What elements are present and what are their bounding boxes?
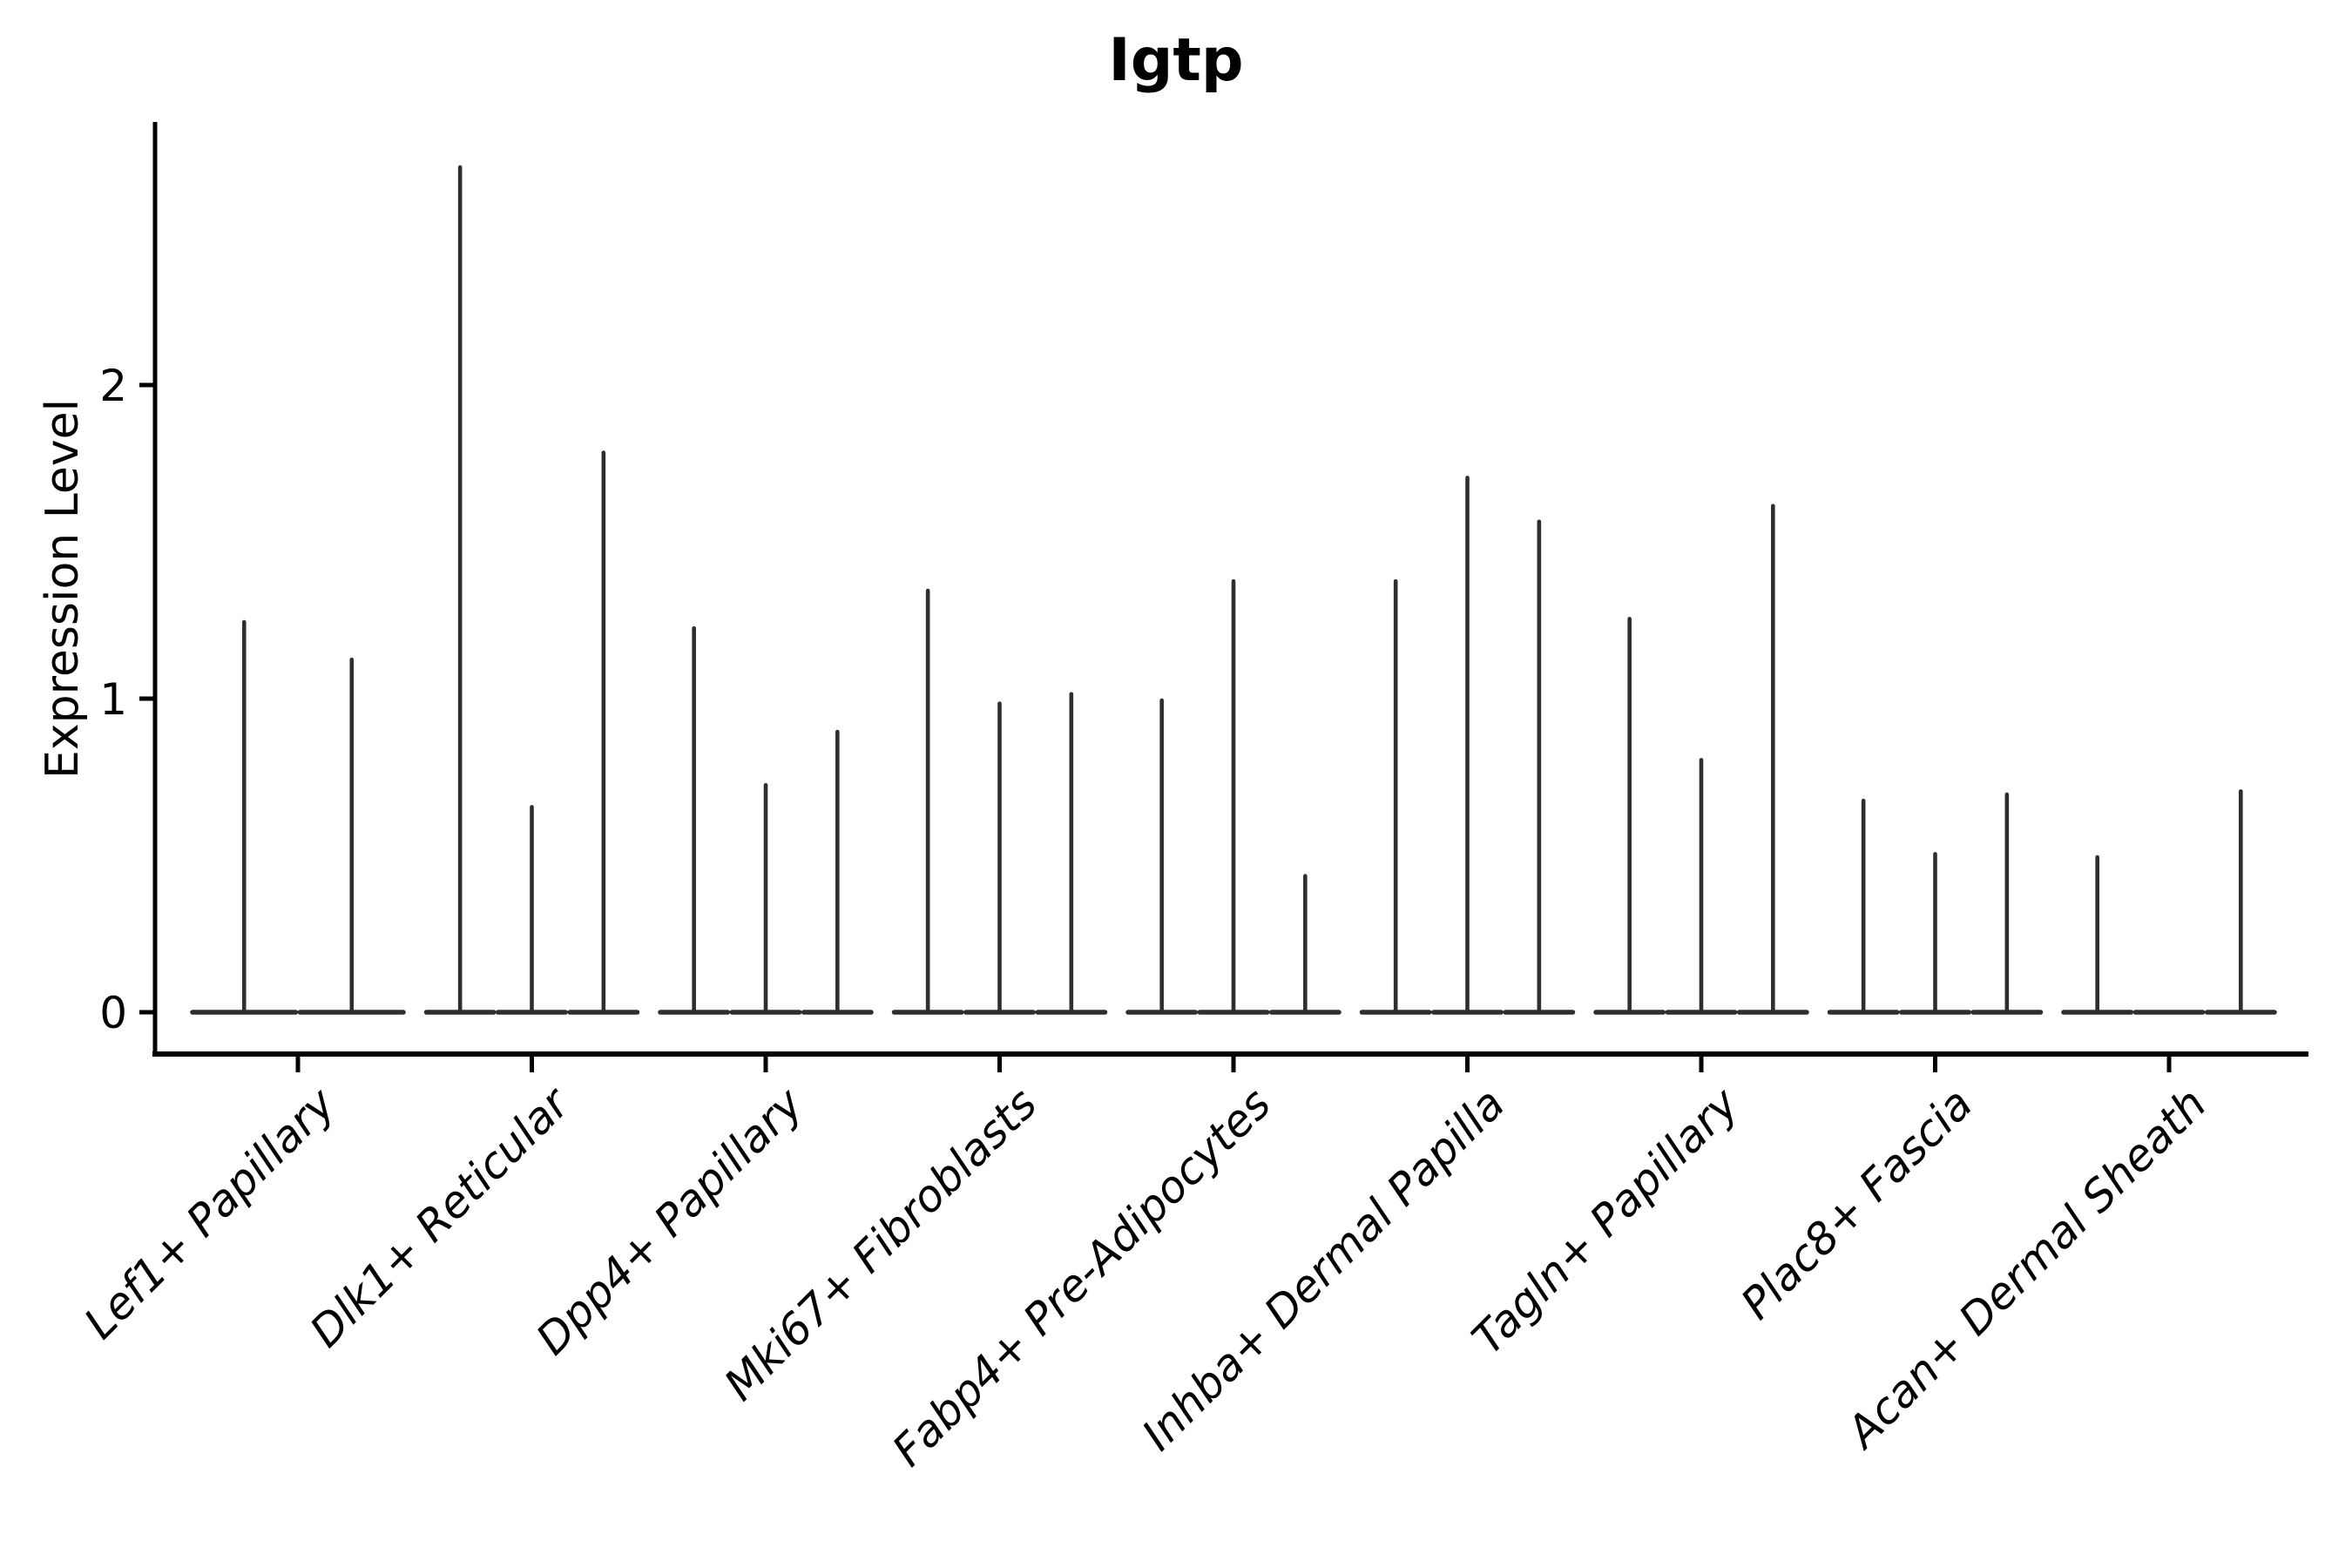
y-tick-label: 1 — [99, 674, 127, 725]
y-tick-label: 2 — [99, 361, 127, 411]
x-tick-label: Plac8+ Fascia — [1731, 1078, 1982, 1329]
x-tick-label: Dlk1+ Reticular — [301, 1076, 581, 1356]
plot-title: Igtp — [1108, 26, 1244, 95]
x-tick-label: Fabp4+ Pre-Adipocytes — [882, 1078, 1281, 1477]
x-tick-label: Lef1+ Papillary — [75, 1078, 346, 1348]
y-tick-label: 0 — [99, 988, 127, 1038]
